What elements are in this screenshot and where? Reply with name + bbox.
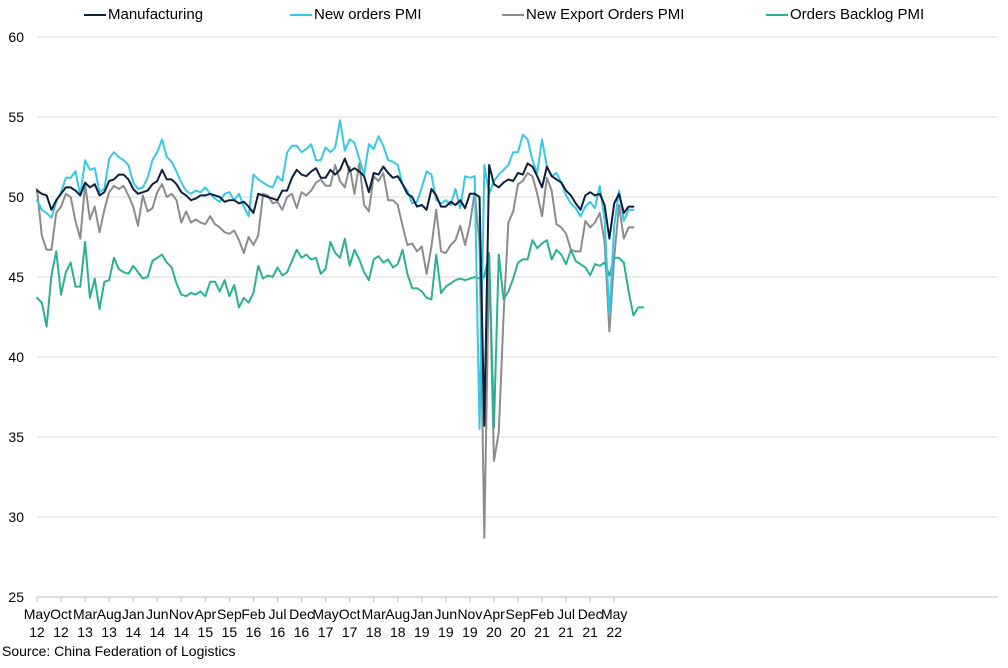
legend-item-orders-backlog: Orders Backlog PMI	[766, 6, 924, 23]
x-tick-label-year: 19	[462, 624, 478, 640]
x-tick-label-year: 14	[149, 624, 165, 640]
x-tick-label-month: Mar	[73, 606, 97, 622]
source-note: Source: China Federation of Logistics	[2, 643, 236, 659]
x-tick-label-month: Aug	[385, 606, 410, 622]
x-tick-label-month: Jul	[269, 606, 287, 622]
y-tick-label: 50	[8, 189, 24, 205]
x-tick-label-year: 12	[53, 624, 69, 640]
legend-item-new-export-orders: New Export Orders PMI	[502, 6, 684, 23]
series-line-new-orders-pmi	[36, 119, 635, 430]
legend-label-new-orders: New orders PMI	[314, 6, 422, 23]
x-tick-label-month: Jan	[411, 606, 434, 622]
legend-swatch-orders-backlog	[766, 13, 788, 16]
y-tick-label: 60	[8, 29, 24, 45]
x-tick-label-month: Oct	[50, 606, 72, 622]
x-tick-label-year: 13	[77, 624, 93, 640]
x-tick-label-month: Aug	[97, 606, 122, 622]
legend: Manufacturing New orders PMI New Export …	[0, 6, 1008, 28]
x-tick-label-month: May	[312, 606, 338, 622]
x-tick-label-year: 15	[198, 624, 214, 640]
x-tick-label-year: 16	[270, 624, 286, 640]
x-tick-label-year: 18	[366, 624, 382, 640]
x-tick-label-month: May	[24, 606, 50, 622]
x-tick-label-month: Nov	[457, 606, 482, 622]
x-tick-label-year: 20	[510, 624, 526, 640]
legend-swatch-new-orders	[290, 13, 312, 16]
x-tick-label-year: 21	[582, 624, 598, 640]
y-tick-label: 25	[8, 589, 24, 605]
series-lines	[36, 119, 645, 539]
x-tick-label-year: 14	[125, 624, 141, 640]
series-line-new-export-orders-pmi	[36, 162, 635, 539]
x-tick-label-month: Jun	[146, 606, 169, 622]
series-line-orders-backlog-pmi	[36, 237, 645, 429]
x-tick-label-year: 19	[438, 624, 454, 640]
x-tick-label-year: 19	[414, 624, 430, 640]
x-tick-label-month: Apr	[194, 606, 216, 622]
x-tick-label-month: Dec	[578, 606, 603, 622]
y-tick-label: 35	[8, 429, 24, 445]
legend-item-new-orders: New orders PMI	[290, 6, 422, 23]
y-tick-label: 45	[8, 269, 24, 285]
x-tick-label-month: Sep	[506, 606, 531, 622]
x-tick-label-year: 13	[101, 624, 117, 640]
x-tick-label-month: May	[601, 606, 627, 622]
x-tick-label-month: Jun	[435, 606, 458, 622]
x-tick-label-year: 21	[534, 624, 550, 640]
legend-item-manufacturing: Manufacturing	[84, 6, 203, 23]
legend-swatch-new-export-orders	[502, 13, 524, 16]
x-tick-label-year: 17	[342, 624, 358, 640]
series-line-manufacturing	[36, 157, 635, 427]
legend-label-manufacturing: Manufacturing	[108, 6, 204, 23]
x-tick-label-year: 22	[606, 624, 622, 640]
x-tick-label-month: Feb	[530, 606, 554, 622]
x-tick-label-year: 20	[486, 624, 502, 640]
legend-label-new-export-orders: New Export Orders PMI	[526, 6, 685, 23]
x-tick-label-year: 14	[174, 624, 190, 640]
x-tick-label-month: Jul	[557, 606, 575, 622]
legend-label-orders-backlog: Orders Backlog PMI	[790, 6, 925, 23]
x-axis: May12Oct12Mar13Aug13Jan14Jun14Nov14Apr15…	[24, 596, 998, 640]
x-tick-label-month: Apr	[483, 606, 505, 622]
x-tick-label-month: Feb	[241, 606, 265, 622]
y-axis: 25 30 35 40 45 50 55 60	[8, 29, 24, 605]
x-tick-label-month: Nov	[169, 606, 194, 622]
y-tick-label: 55	[8, 109, 24, 125]
x-tick-label-year: 18	[390, 624, 406, 640]
x-tick-label-month: Sep	[217, 606, 242, 622]
x-tick-label-year: 15	[222, 624, 238, 640]
x-tick-label-year: 16	[294, 624, 310, 640]
y-tick-label: 30	[8, 509, 24, 525]
x-tick-label-month: Oct	[339, 606, 361, 622]
x-tick-label-month: Dec	[289, 606, 314, 622]
legend-swatch-manufacturing	[84, 13, 106, 16]
gridlines	[37, 36, 998, 598]
x-tick-label-year: 16	[246, 624, 262, 640]
x-tick-label-year: 17	[318, 624, 334, 640]
x-tick-label-year: 21	[558, 624, 574, 640]
y-tick-label: 40	[8, 349, 24, 365]
x-tick-label-month: Jan	[122, 606, 145, 622]
x-tick-label-month: Mar	[362, 606, 386, 622]
x-tick-label-year: 12	[29, 624, 45, 640]
